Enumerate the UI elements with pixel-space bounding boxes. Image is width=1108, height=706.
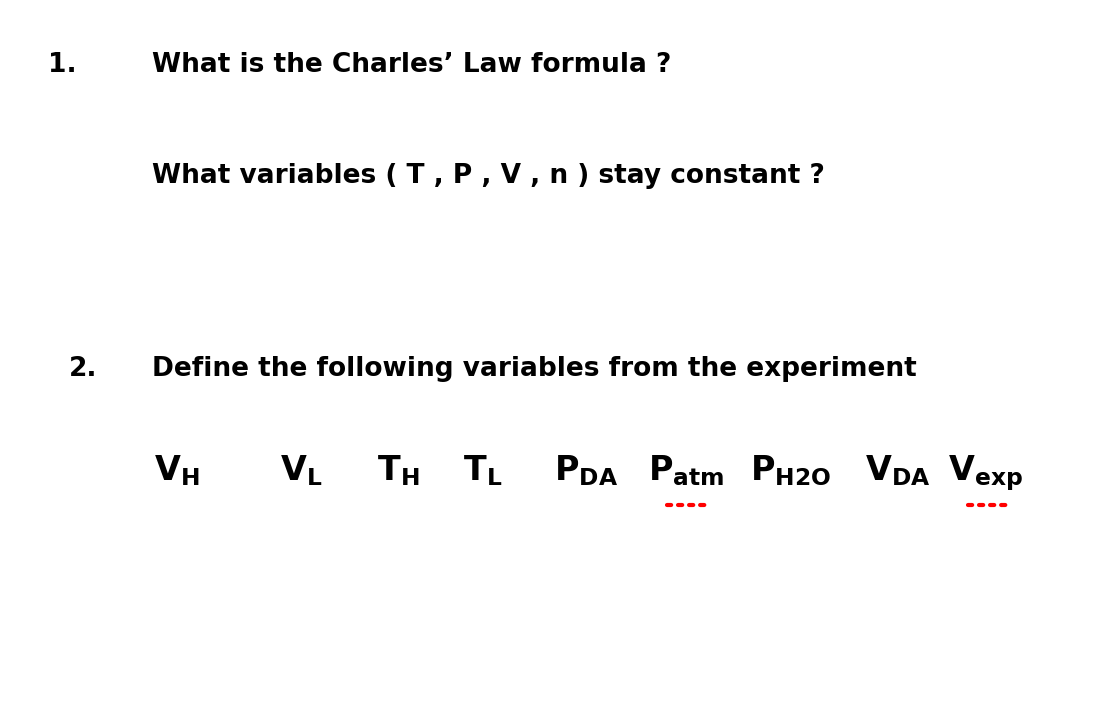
Text: 1.: 1. (48, 52, 76, 78)
Text: $\mathbf{V}_{\mathbf{exp}}$: $\mathbf{V}_{\mathbf{exp}}$ (948, 453, 1023, 493)
Text: What variables ( T , P , V , n ) stay constant ?: What variables ( T , P , V , n ) stay co… (152, 162, 824, 189)
Text: $\mathbf{V}_{\mathbf{DA}}$: $\mathbf{V}_{\mathbf{DA}}$ (864, 453, 931, 488)
Text: What is the Charles’ Law formula ?: What is the Charles’ Law formula ? (152, 52, 671, 78)
Text: $\mathbf{T}_{\mathbf{H}}$: $\mathbf{T}_{\mathbf{H}}$ (377, 453, 419, 488)
Text: $\mathbf{P}_{\mathbf{DA}}$: $\mathbf{P}_{\mathbf{DA}}$ (554, 453, 618, 488)
Text: $\mathbf{V}_{\mathbf{L}}$: $\mathbf{V}_{\mathbf{L}}$ (280, 453, 322, 488)
Text: $\mathbf{P}_{\mathbf{H2O}}$: $\mathbf{P}_{\mathbf{H2O}}$ (750, 453, 831, 488)
Text: $\mathbf{T}_{\mathbf{L}}$: $\mathbf{T}_{\mathbf{L}}$ (463, 453, 502, 488)
Text: 2.: 2. (69, 357, 98, 383)
Text: $\mathbf{P}_{\mathbf{atm}}$: $\mathbf{P}_{\mathbf{atm}}$ (648, 453, 725, 488)
Text: Define the following variables from the experiment: Define the following variables from the … (152, 357, 916, 383)
Text: $\mathbf{V}_{\mathbf{H}}$: $\mathbf{V}_{\mathbf{H}}$ (154, 453, 199, 488)
